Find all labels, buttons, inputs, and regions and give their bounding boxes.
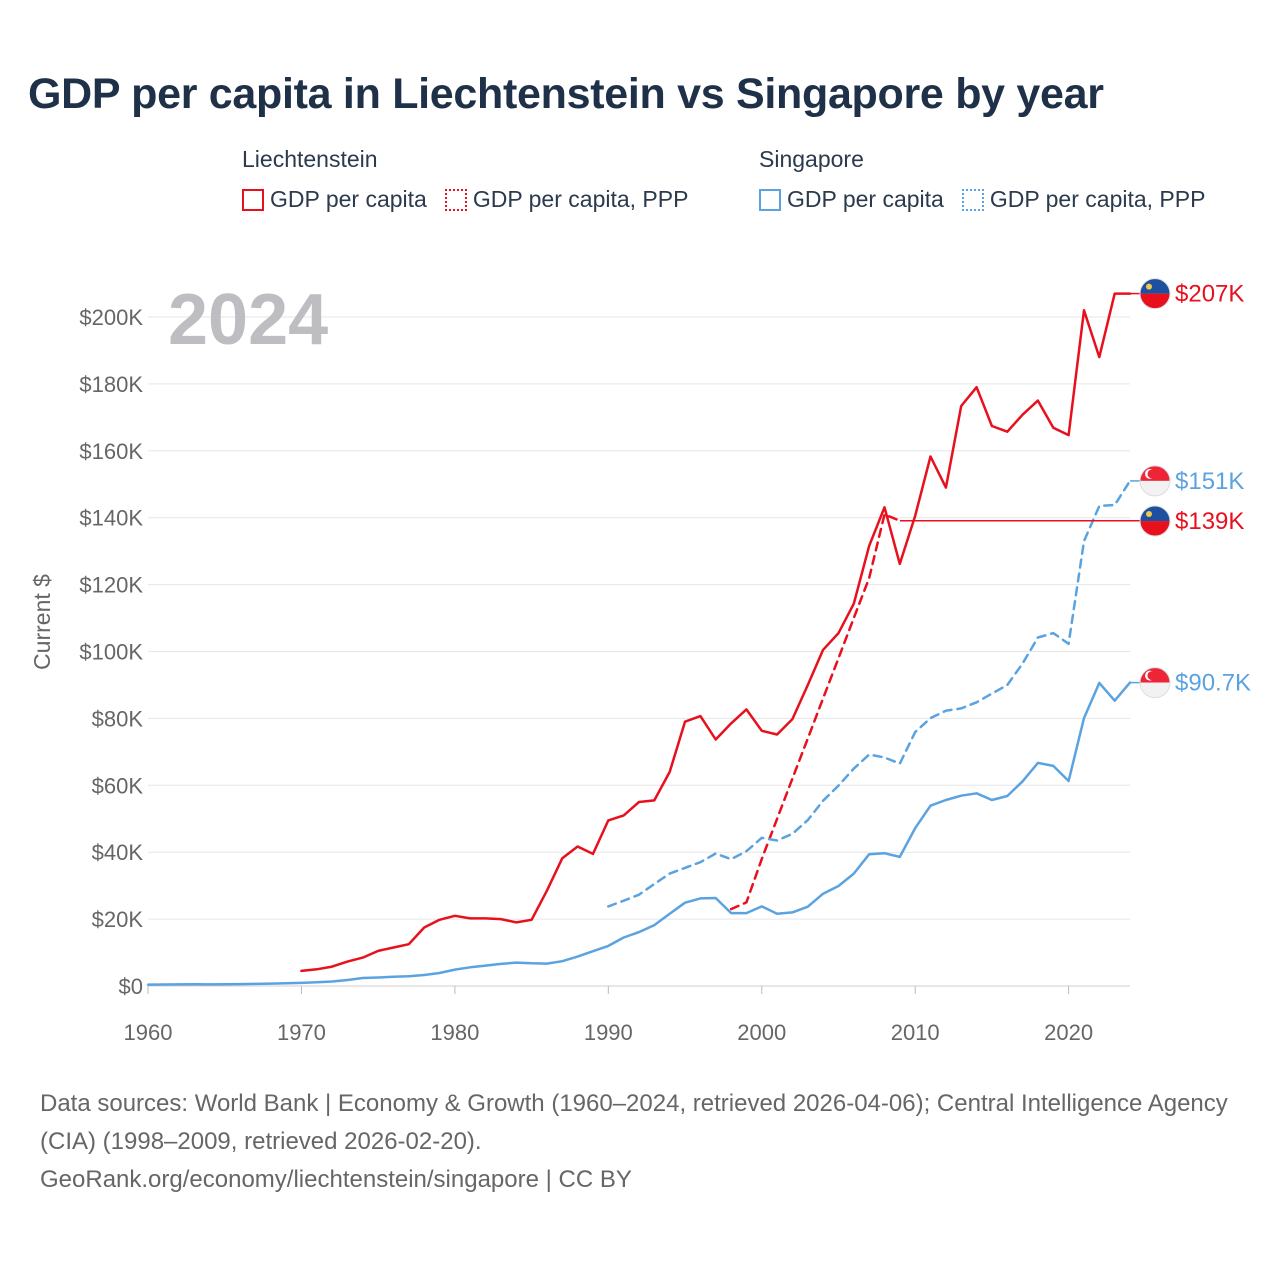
flag-band <box>1140 682 1170 698</box>
y-tick-label: $20K <box>92 907 144 932</box>
year-overlay: 2024 <box>168 280 328 360</box>
chart-title: GDP per capita in Liechtenstein vs Singa… <box>28 70 1104 118</box>
solid-swatch-icon <box>242 188 264 211</box>
flag-band <box>1140 480 1170 496</box>
x-axis: 1960 1970 1980 1990 2000 2010 2020 <box>124 986 1093 1045</box>
flag-band <box>1140 506 1170 522</box>
y-tick-label: $100K <box>79 640 143 665</box>
singapore-flag-icon <box>1140 465 1170 496</box>
grid <box>148 316 1130 987</box>
dotted-swatch-icon <box>961 188 984 211</box>
y-tick-label: $160K <box>79 439 143 464</box>
end-label-value: $151K <box>1175 468 1244 495</box>
y-tick-label: $120K <box>79 573 143 598</box>
legend-item-singapore-gdp-ppp[interactable]: GDP per capita, PPP <box>961 186 1206 213</box>
legend-group-liechtenstein: Liechtenstein GDP per capita GDP per cap… <box>242 144 706 213</box>
liechtenstein-flag-icon <box>1140 278 1170 309</box>
flag-border <box>1139 505 1171 537</box>
end-label: $139K <box>1139 505 1244 537</box>
series-lines <box>146 292 1140 986</box>
y-tick-label: $60K <box>92 773 144 798</box>
y-axis-title: Current $ <box>29 574 55 670</box>
singapore-flag-icon <box>1140 667 1170 698</box>
flag-band <box>1140 278 1170 294</box>
series-line-liechtenstein-gdp-per-capita-ppp <box>729 513 902 911</box>
end-label-value: $207K <box>1175 281 1244 308</box>
y-tick-label: $180K <box>79 372 143 397</box>
source-note: Data sources: World Bank | Economy & Gro… <box>40 1090 1228 1155</box>
series-line-singapore-gdp-per-capita-ppp <box>607 479 1132 908</box>
flag-crown <box>1146 283 1152 290</box>
x-tick-label: 1960 <box>124 1020 173 1045</box>
legend-heading: Singapore <box>759 146 864 172</box>
x-tick-label: 2010 <box>891 1020 940 1045</box>
flag-crescent <box>1147 469 1157 479</box>
legend-group-singapore: Singapore GDP per capita GDP per capita,… <box>759 144 1223 213</box>
x-tick-label: 1980 <box>430 1020 479 1045</box>
x-tick-label: 2000 <box>737 1020 786 1045</box>
liechtenstein-flag-icon <box>1140 506 1170 537</box>
series-line-liechtenstein-gdp-per-capita <box>300 292 1132 973</box>
end-label: $151K <box>1139 465 1244 497</box>
flag-band <box>1140 293 1170 309</box>
flag-border <box>1139 667 1171 699</box>
flag-band <box>1140 521 1170 537</box>
series-line-singapore-gdp-per-capita <box>146 681 1132 986</box>
x-tick-label: 2020 <box>1044 1020 1093 1045</box>
solid-swatch-icon <box>759 188 781 211</box>
y-axis: $0 $20K $40K $60K $80K $100K $120K $140K $160K $1… <box>79 305 143 999</box>
y-tick-label: $140K <box>79 506 143 531</box>
flag-border <box>1139 465 1171 497</box>
legend-label: GDP per capita <box>270 186 427 212</box>
georank-link[interactable]: GeoRank.org/economy/liechtenstein/singap… <box>40 1166 632 1193</box>
flag-border <box>1139 278 1171 310</box>
footer: Data sources: World Bank | Economy & Gro… <box>40 1085 1240 1199</box>
y-tick-label: $80K <box>92 706 144 731</box>
legend-heading: Liechtenstein <box>242 146 378 172</box>
flag-crown <box>1146 511 1152 518</box>
end-label-value: $90.7K <box>1175 670 1251 697</box>
legend-item-liechtenstein-gdp-ppp[interactable]: GDP per capita, PPP <box>444 186 689 213</box>
legend-label: GDP per capita, PPP <box>989 186 1206 212</box>
end-label: $207K <box>1139 278 1244 310</box>
legend-label: GDP per capita, PPP <box>472 186 689 212</box>
y-tick-label: $40K <box>92 840 144 865</box>
end-label: $90.7K <box>1139 667 1251 699</box>
dotted-swatch-icon <box>444 188 467 211</box>
legend-item-singapore-gdp[interactable]: GDP per capita <box>759 186 944 213</box>
flag-crescent <box>1147 671 1157 681</box>
y-tick-label: $200K <box>79 305 143 330</box>
legend-label: GDP per capita <box>787 186 944 212</box>
y-tick-label: $0 <box>119 974 143 999</box>
end-label-value: $139K <box>1175 508 1244 535</box>
legend-item-liechtenstein-gdp[interactable]: GDP per capita <box>242 186 427 213</box>
x-tick-label: 1970 <box>277 1020 326 1045</box>
end-labels: $207K $151K $139K $90.7K <box>1139 278 1251 699</box>
x-tick-label: 1990 <box>584 1020 633 1045</box>
